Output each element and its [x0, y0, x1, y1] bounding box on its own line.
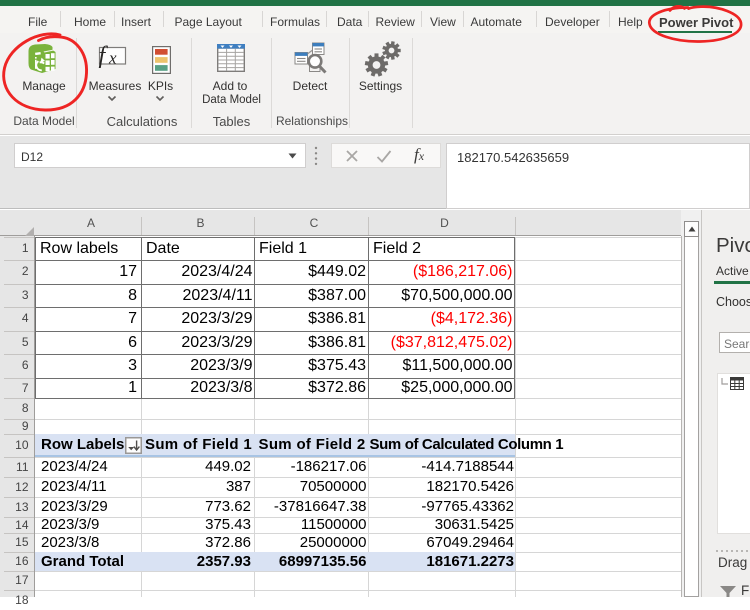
svg-text:x: x — [108, 49, 117, 68]
svg-text:f: f — [99, 43, 109, 69]
